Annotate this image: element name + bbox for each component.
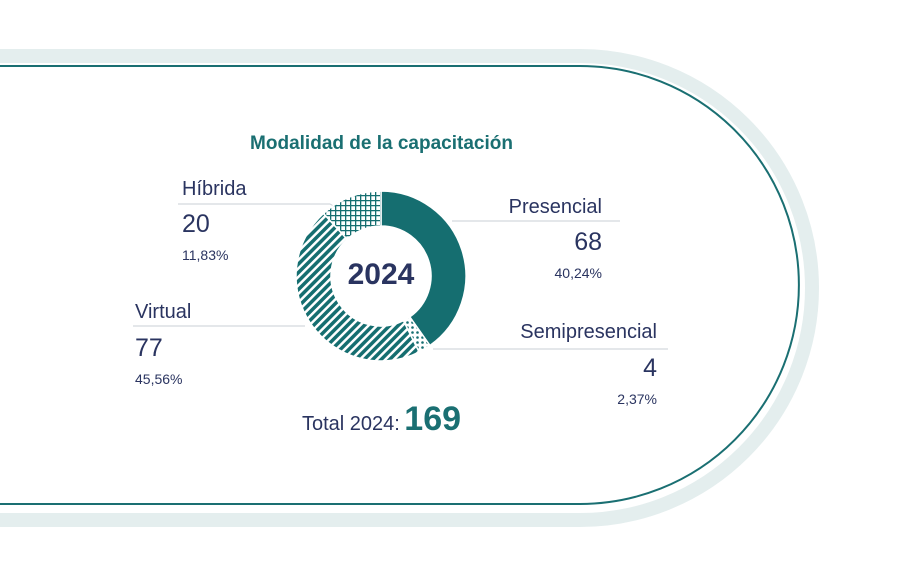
frame-glow	[0, 49, 819, 527]
label-hibrida: Híbrida	[182, 178, 247, 200]
donut-slice-virtual	[295, 212, 421, 362]
frame-line	[0, 65, 800, 505]
percent-hibrida: 11,83%	[182, 247, 229, 263]
leader-line-hibrida	[178, 203, 338, 209]
leader-lines	[133, 203, 668, 350]
total-value: 169	[404, 400, 462, 438]
donut-slice-hibrida	[322, 190, 382, 241]
donut-center-label: 2024	[347, 258, 415, 291]
value-presencial: 68	[574, 228, 602, 256]
donut-slice-presencial	[380, 190, 467, 347]
label-semipresencial: Semipresencial	[520, 321, 657, 343]
value-semipresencial: 4	[643, 354, 657, 382]
percent-virtual: 45,56%	[135, 371, 183, 387]
total-row: Total 2024: 169	[0, 400, 763, 439]
label-presencial: Presencial	[508, 196, 602, 218]
label-virtual: Virtual	[135, 301, 192, 323]
percent-semipresencial: 2,37%	[617, 391, 657, 407]
value-hibrida: 20	[182, 210, 210, 238]
chart-title: Modalidad de la capacitación	[250, 133, 513, 154]
donut-chart	[295, 190, 467, 362]
percent-presencial: 40,24%	[554, 265, 602, 281]
total-label: Total 2024:	[301, 413, 400, 435]
value-virtual: 77	[135, 334, 163, 362]
